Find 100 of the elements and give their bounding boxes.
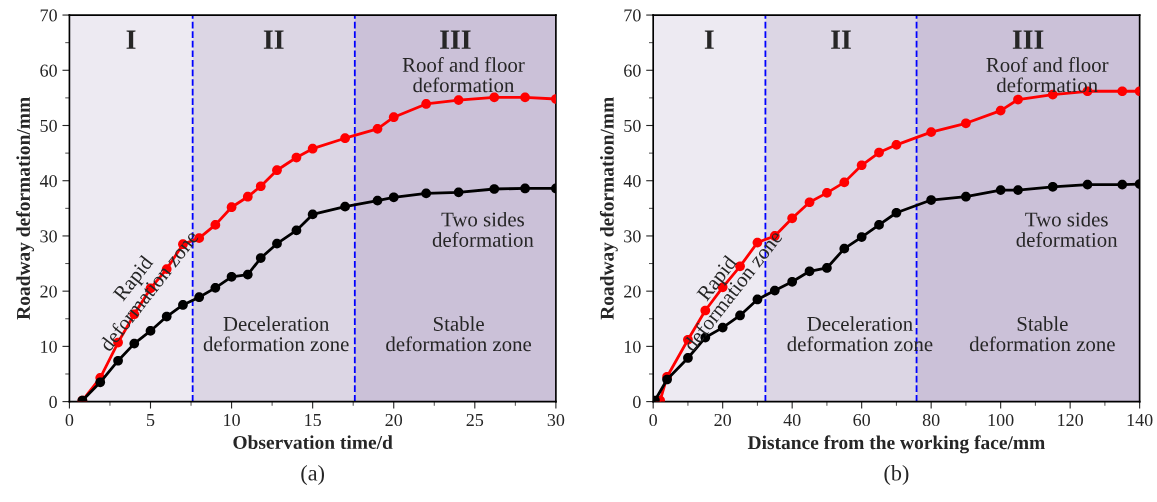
- x-axis-title: Observation time/d: [233, 435, 393, 450]
- band-label: II: [263, 30, 284, 49]
- point: [489, 92, 500, 103]
- point: [272, 238, 282, 249]
- x-axis-title: Distance from the working face/mm: [747, 435, 1045, 454]
- x-tick-label: 140: [1127, 413, 1153, 427]
- point: [255, 253, 266, 263]
- y-tick-label: 60: [40, 64, 57, 77]
- point: [388, 112, 399, 123]
- series-label: Roof and floor deformation: [402, 57, 525, 93]
- y-tick-label: 10: [41, 340, 57, 353]
- point: [242, 191, 253, 202]
- point: [1013, 94, 1023, 105]
- x-tick-label: 40: [783, 413, 801, 427]
- y-tick-label: 60: [624, 64, 641, 77]
- point: [995, 105, 1006, 116]
- point: [1047, 181, 1058, 192]
- point: [1013, 185, 1023, 195]
- point: [421, 99, 432, 109]
- point: [489, 184, 500, 194]
- point: [340, 133, 350, 144]
- x-tick-label: 0: [649, 413, 657, 427]
- point: [95, 377, 106, 388]
- band-label: III: [440, 30, 471, 49]
- x-tick-label: 80: [922, 413, 940, 427]
- point: [769, 285, 780, 296]
- point: [891, 139, 902, 150]
- point: [421, 188, 432, 199]
- point: [291, 225, 302, 236]
- y-tick-label: 70: [624, 9, 641, 22]
- point: [307, 143, 318, 154]
- x-tick-label: 30: [547, 413, 565, 427]
- y-tick-label: 10: [624, 340, 641, 353]
- point: [520, 183, 530, 194]
- annotation: Stable deformation zone: [969, 316, 1115, 352]
- point: [856, 160, 867, 171]
- point: [453, 95, 464, 105]
- point: [787, 276, 798, 287]
- x-tick-label: 10: [224, 413, 240, 427]
- point: [291, 152, 302, 163]
- y-tick-label: 20: [40, 285, 57, 298]
- point: [178, 300, 188, 310]
- series-label: Roof and floor deformation: [986, 57, 1109, 93]
- point: [874, 147, 884, 158]
- point: [388, 192, 399, 203]
- point: [1082, 179, 1093, 190]
- y-tick-label: 40: [39, 174, 57, 188]
- point: [995, 185, 1006, 195]
- point: [194, 292, 205, 303]
- y-tick-label: 0: [633, 395, 641, 409]
- y-axis-title: Roadway deformation/mm: [599, 97, 618, 320]
- point: [1117, 179, 1128, 190]
- x-tick-label: 15: [305, 414, 321, 427]
- point: [242, 269, 253, 280]
- x-tick-label: 25: [466, 413, 484, 427]
- point: [839, 177, 850, 188]
- x-tick-label: 100: [988, 413, 1014, 427]
- point: [1117, 86, 1128, 97]
- point: [226, 271, 237, 282]
- series-label: Two sides deformation: [1016, 211, 1118, 247]
- point: [255, 181, 266, 192]
- point: [891, 207, 902, 218]
- y-tick-label: 30: [40, 230, 57, 243]
- x-tick-label: 60: [853, 413, 870, 427]
- point: [372, 195, 383, 206]
- point: [340, 201, 350, 212]
- point: [961, 191, 971, 202]
- point: [113, 355, 123, 366]
- annotation: Stable deformation zone: [386, 316, 532, 352]
- band-label: III: [1012, 30, 1044, 49]
- y-tick-label: 0: [49, 395, 57, 409]
- point: [822, 188, 832, 198]
- series-label: Two sides deformation: [432, 211, 534, 247]
- y-tick-label: 20: [624, 285, 641, 298]
- point: [683, 353, 693, 363]
- point: [210, 282, 221, 293]
- point: [961, 118, 971, 129]
- point: [926, 127, 937, 137]
- point: [210, 220, 221, 230]
- y-tick-label: 40: [623, 174, 641, 188]
- point: [804, 266, 815, 277]
- point: [226, 202, 237, 213]
- point: [839, 243, 850, 254]
- band-label: II: [831, 30, 851, 49]
- x-tick-label: 20: [385, 413, 403, 427]
- y-axis-title: Roadway deformation/mm: [16, 97, 34, 320]
- x-tick-label: 120: [1058, 413, 1083, 427]
- x-tick-label: 0: [65, 413, 74, 427]
- y-tick-label: 50: [40, 119, 57, 132]
- band-label: I: [704, 30, 714, 49]
- point: [453, 187, 464, 198]
- y-tick-label: 30: [624, 230, 641, 243]
- point: [520, 92, 530, 103]
- point: [372, 123, 383, 134]
- point: [822, 263, 832, 273]
- text: (a): [301, 464, 325, 486]
- point: [856, 232, 867, 242]
- point: [787, 213, 798, 224]
- point: [804, 197, 815, 208]
- x-tick-label: 5: [147, 414, 155, 427]
